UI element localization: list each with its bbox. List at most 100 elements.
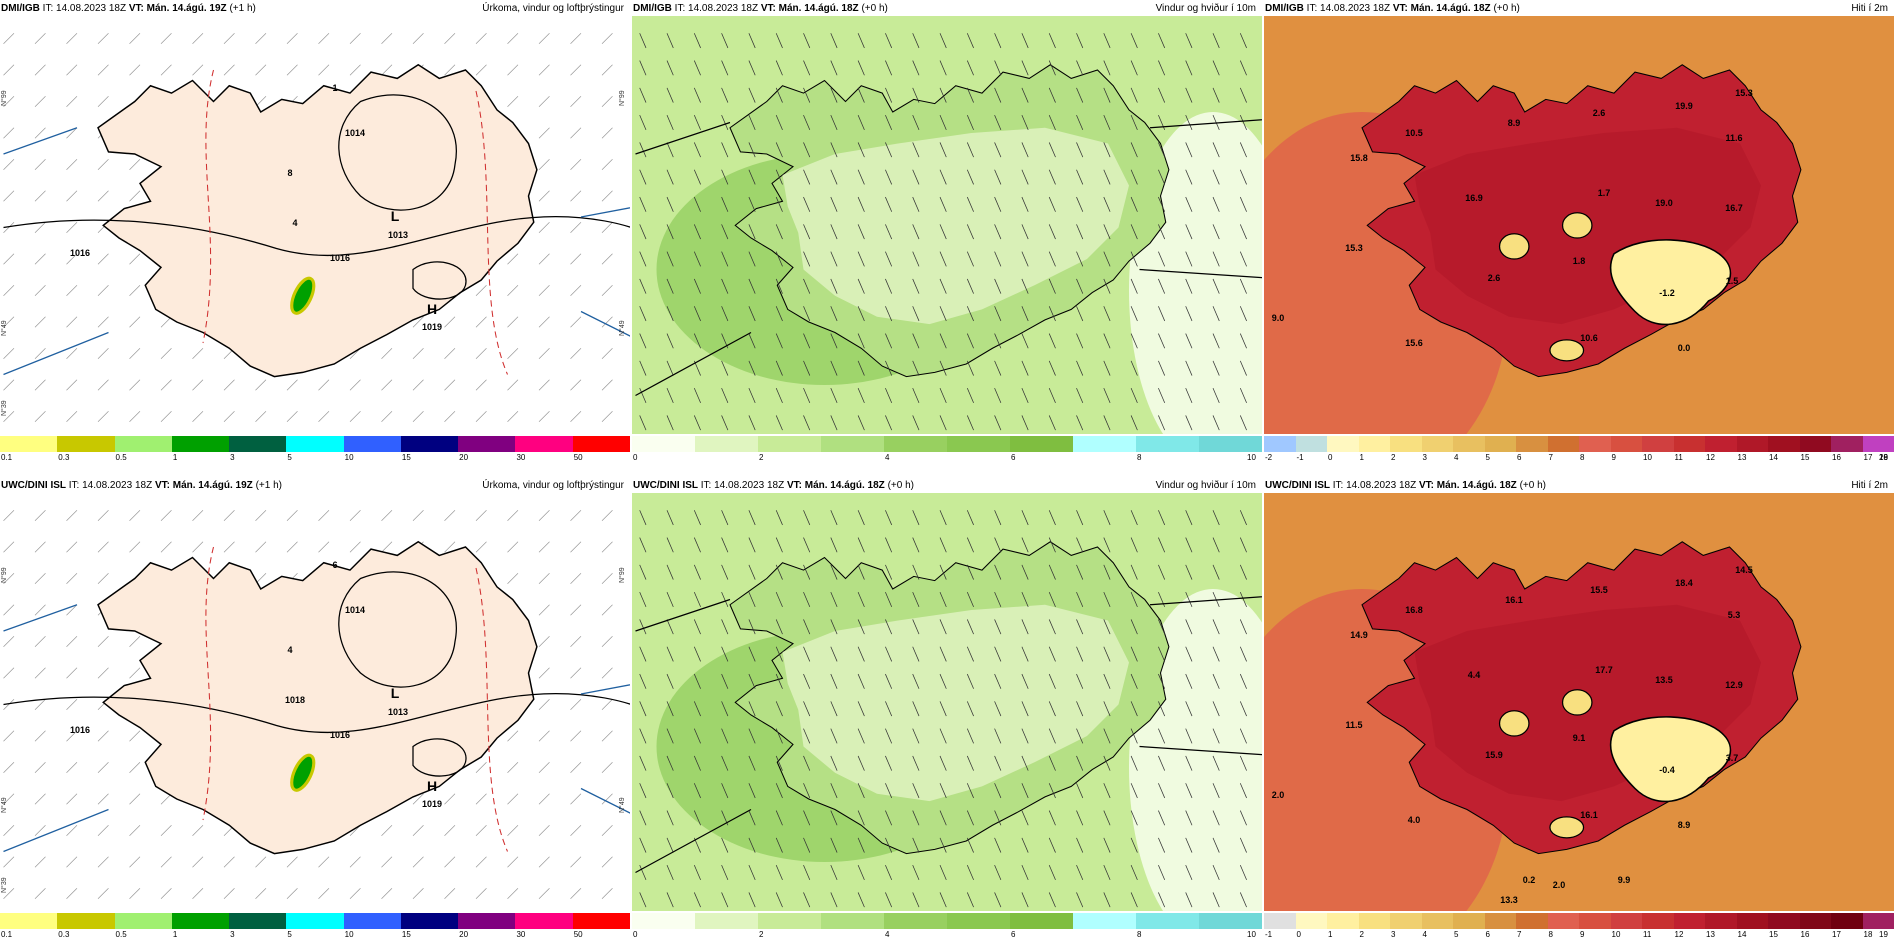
wind-arrow [857,196,865,212]
wind-arrow [857,728,865,744]
wind-barb [601,572,613,585]
wind-arrow [994,142,1002,158]
wind-arrow [803,537,811,553]
wind-arrow [693,673,701,689]
wind-arrow [994,333,1002,349]
wind-arrow [1076,673,1084,689]
wind-barb [601,64,613,76]
wind-barb [570,410,582,423]
wind-arrow [803,169,811,185]
wind-arrow [775,33,783,49]
latitude-label: N°39 [0,877,8,893]
wind-arrow [939,278,947,294]
wind-arrow [1130,728,1138,744]
it-label: IT: [1306,3,1318,14]
wind-barb [507,95,519,108]
wind-arrow [857,142,865,158]
wind-barb [475,887,487,900]
wind-barb [223,541,235,553]
wind-arrow [1212,646,1220,662]
wind-arrow [1239,673,1247,689]
wind-arrow [1239,196,1247,212]
wind-arrow [1048,673,1056,689]
wind-barb [601,604,613,616]
wind-arrow [994,115,1002,130]
wind-barb [570,572,582,585]
colorbar-swatch [0,436,58,452]
wind-arrow [885,388,893,403]
wind-arrow [830,837,838,853]
wind-arrow [693,33,701,49]
colorbar-tick: 18 [1879,453,1888,462]
wind-arrow [912,810,920,826]
wind-barb [538,127,550,139]
wind-arrow [885,87,893,103]
wind-arrow [666,251,674,267]
wind-arrow [803,306,811,322]
panel-temp-uwc: UWC/DINI ISL IT: 14.08.2023 18Z VT: Mán.… [1264,477,1894,952]
map-label: 10.6 [1580,333,1598,343]
wind-arrow [1158,728,1166,744]
wind-barb [349,509,361,522]
colorbar-swatch [884,913,947,929]
wind-barb [286,410,298,423]
field-name: Vindur og hviður í 10m [1155,3,1256,14]
wind-arrow [748,728,756,744]
wind-barb [3,64,15,76]
colorbar [0,913,630,929]
wind-arrow [857,388,865,403]
wind-barb [570,316,582,328]
wind-barb [34,509,46,522]
iceland-land [97,63,538,378]
wind-barb [97,253,109,265]
colorbar-swatch [171,913,230,929]
wind-barb [3,127,15,139]
map-precip: L 1013 H 1019 1016 1016 1014 4 8 1 N°99 N°99 N°49 N°4… [0,16,630,434]
wind-arrow [1076,810,1084,826]
colorbar-tick: 17 [1832,930,1841,939]
wind-arrow [775,169,783,185]
wind-arrow [803,278,811,294]
wind-arrow [912,115,920,130]
wind-arrow [775,728,783,744]
wind-arrow [666,388,674,403]
wind-arrow [639,510,647,526]
wind-arrow [966,251,974,267]
wind-barb [66,793,78,805]
colorbar-swatch [1610,913,1642,929]
colorbar-swatch [572,436,630,452]
wind-arrow [1076,333,1084,349]
wind-barb [34,604,46,616]
colorbar-swatch [1705,913,1737,929]
wind-arrow [1076,196,1084,212]
map-label: 17.7 [1595,665,1613,675]
wind-arrow [748,278,756,294]
wind-barb [601,95,613,108]
map-label: 2.6 [1593,108,1606,118]
colorbar-swatch [1199,913,1262,929]
wind-arrow [721,755,729,771]
lead-time: (+0 h) [1493,3,1520,14]
wind-arrow [721,619,729,635]
map-label: 14.5 [1735,565,1753,575]
colorbar-tick: 50 [573,930,583,939]
colorbar-swatch [1295,436,1327,452]
wind-arrow [885,592,893,607]
wind-barb [412,856,424,868]
wind-arrow [639,728,647,744]
wind-barb [601,824,613,837]
colorbar-swatch [1136,913,1199,929]
wind-arrow [1048,60,1056,76]
wind-arrow [939,646,947,662]
wind-arrow [994,564,1002,580]
wind-barb [66,698,78,711]
wind-barb [570,635,582,648]
wind-arrow [1103,537,1111,553]
wind-arrow [1048,701,1056,717]
wind-arrow [1185,306,1193,322]
wind-arrow [775,701,783,717]
wind-barb [318,887,330,900]
wind-arrow [857,115,865,130]
wind-barb [538,541,550,553]
wind-barb [412,379,424,391]
